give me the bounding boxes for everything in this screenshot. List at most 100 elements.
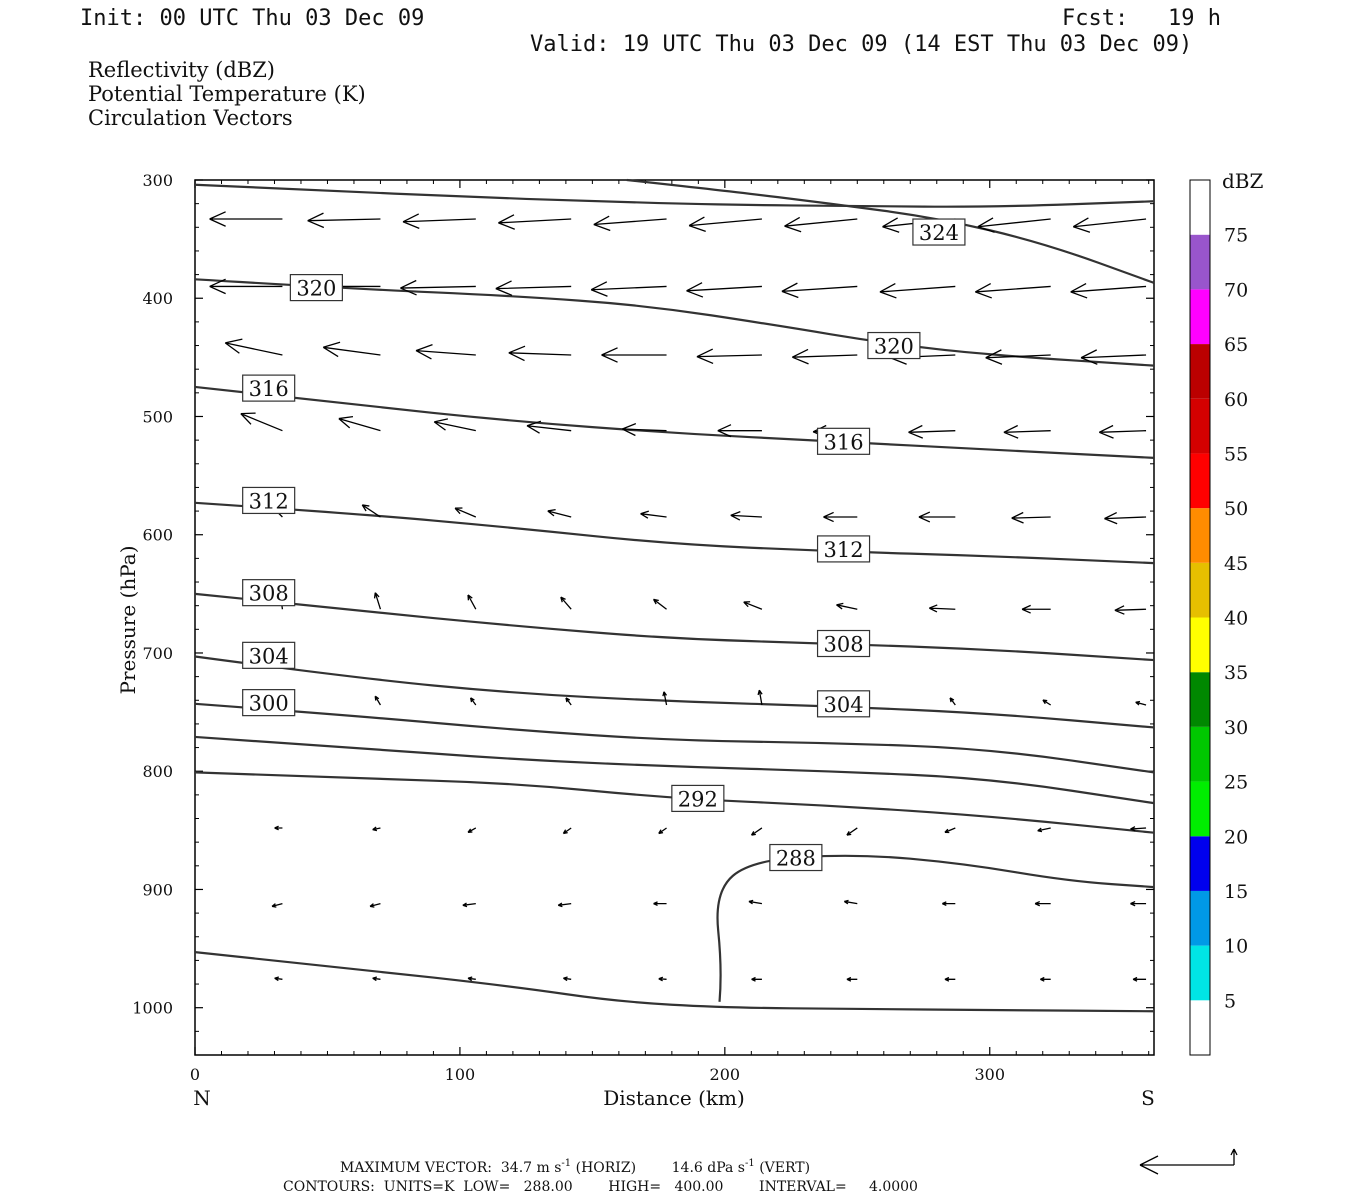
colorbar-label: 60 bbox=[1224, 389, 1248, 411]
colorbar-label: 20 bbox=[1224, 826, 1248, 848]
theta-contour-292 bbox=[194, 771, 1155, 834]
circulation-vector bbox=[402, 213, 476, 229]
theta-contour-292 bbox=[194, 951, 1155, 1013]
contour-label: 304 bbox=[824, 693, 864, 717]
circulation-vector bbox=[433, 418, 476, 432]
max-vector-text: MAXIMUM VECTOR: 34.7 m s-1 (HORIZ) 14.6 … bbox=[340, 1158, 810, 1176]
colorbar-label: 75 bbox=[1224, 225, 1248, 247]
circulation-vector bbox=[400, 279, 476, 296]
circulation-vector bbox=[560, 596, 572, 610]
contour-label-box bbox=[816, 690, 871, 718]
circulation-vector bbox=[1042, 699, 1052, 706]
circulation-vector bbox=[240, 412, 283, 432]
theta-contour-324 bbox=[626, 178, 1155, 284]
circulation-vector bbox=[209, 278, 283, 295]
x-axis-title: Distance (km) bbox=[603, 1086, 745, 1110]
theta-contour-312 bbox=[194, 501, 1155, 565]
circulation-vector bbox=[748, 899, 763, 905]
circulation-vector bbox=[1070, 283, 1147, 299]
contour-label-box bbox=[242, 579, 296, 607]
y-axis-title: Pressure (hPa) bbox=[116, 546, 140, 695]
circulation-vector bbox=[743, 601, 763, 610]
field-theta: Potential Temperature (K) bbox=[88, 82, 366, 106]
circulation-vector bbox=[322, 341, 381, 358]
circulation-vector bbox=[498, 214, 572, 230]
circulation-vector bbox=[974, 283, 1051, 299]
circulation-vector bbox=[274, 825, 283, 831]
reference-vector bbox=[1139, 1148, 1238, 1175]
contour-label-box bbox=[242, 689, 296, 717]
colorbar-label: 65 bbox=[1224, 334, 1248, 356]
circulation-vector bbox=[640, 510, 667, 519]
circulation-vector bbox=[469, 697, 477, 706]
x-tick-label: 200 bbox=[710, 1065, 741, 1084]
circulation-vector bbox=[918, 511, 956, 523]
circulation-vector bbox=[1021, 604, 1051, 614]
contour-label: 312 bbox=[249, 489, 289, 513]
colorbar: 5 10 15 20 25 30 35 40 45 50 55 60 65 70 75 bbox=[1189, 179, 1248, 1056]
circulation-vector bbox=[590, 281, 667, 297]
contour-label: 288 bbox=[776, 847, 816, 871]
circulation-vector bbox=[338, 415, 381, 432]
colorbar-label: 55 bbox=[1224, 443, 1248, 465]
circulation-vector bbox=[601, 347, 667, 363]
circulation-vector bbox=[653, 901, 667, 907]
circulation-vector bbox=[730, 511, 762, 521]
circulation-vector bbox=[823, 511, 858, 523]
contour-label-box bbox=[912, 218, 966, 246]
circulation-vector bbox=[846, 827, 858, 836]
circulation-vector bbox=[454, 507, 477, 518]
valid-time: Valid: 19 UTC Thu 03 Dec 09 (14 EST Thu … bbox=[530, 32, 1192, 57]
contour-label-box bbox=[289, 274, 343, 302]
contour-label-box bbox=[671, 784, 725, 813]
circulation-vector bbox=[658, 976, 667, 982]
circulation-vector bbox=[942, 901, 956, 907]
colorbar-label: 25 bbox=[1224, 772, 1248, 794]
colorbar-label: 70 bbox=[1224, 279, 1248, 301]
field-vectors: Circulation Vectors bbox=[88, 106, 293, 130]
contour-label-box bbox=[242, 374, 296, 402]
theta-contour-300 bbox=[194, 702, 1155, 774]
colorbar-swatch bbox=[1190, 180, 1210, 235]
forecast-hour: Fcst: 19 h bbox=[1062, 6, 1221, 31]
contour-label-box bbox=[867, 331, 921, 360]
colorbar-unit: dBZ bbox=[1222, 169, 1264, 193]
colorbar-frame bbox=[1189, 179, 1211, 1056]
colorbar-swatch bbox=[1190, 562, 1210, 618]
circulation-vector bbox=[1132, 976, 1147, 982]
colorbar-swatch bbox=[1190, 344, 1210, 399]
contour-label-box bbox=[769, 843, 823, 872]
circulation-vector bbox=[784, 216, 858, 233]
circulation-vector bbox=[879, 283, 956, 299]
theta-contour-316 bbox=[194, 385, 1155, 459]
colorbar-swatch bbox=[1190, 508, 1210, 563]
circulation-vector bbox=[944, 827, 956, 834]
circulation-vector bbox=[209, 211, 283, 227]
circulation-vector bbox=[1130, 826, 1147, 832]
circulation-vector bbox=[622, 422, 667, 437]
circulation-vector bbox=[274, 976, 283, 982]
colorbar-label: 5 bbox=[1224, 990, 1236, 1012]
circulation-vector bbox=[372, 976, 381, 982]
contour-labels: 324 320 320 316 316 312 312 308 308 304 304 300 292 2… bbox=[242, 218, 966, 872]
circulation-vector bbox=[1135, 700, 1147, 706]
contour-label-box bbox=[816, 427, 871, 455]
y-tick-label: 800 bbox=[142, 762, 173, 781]
circulation-vector bbox=[373, 592, 382, 610]
contour-info-text: CONTOURS: UNITS=K LOW= 288.00 HIGH= 400.… bbox=[283, 1179, 918, 1195]
circulation-vector bbox=[688, 216, 762, 232]
circulation-vector bbox=[467, 976, 476, 982]
circulation-vector bbox=[1114, 605, 1147, 615]
contour-label: 292 bbox=[678, 787, 718, 811]
contour-label-box bbox=[816, 535, 871, 563]
circulation-vector bbox=[1080, 349, 1147, 365]
colorbar-label: 30 bbox=[1224, 717, 1248, 739]
y-tick-label: 600 bbox=[142, 526, 173, 545]
circulation-vector bbox=[1011, 511, 1051, 524]
contour-label-box bbox=[816, 629, 871, 658]
y-tick-label: 400 bbox=[142, 289, 173, 308]
circulation-vector bbox=[944, 976, 956, 982]
circulation-vector bbox=[662, 691, 668, 706]
circulation-vector bbox=[508, 345, 572, 362]
colorbar-label: 40 bbox=[1224, 608, 1248, 630]
